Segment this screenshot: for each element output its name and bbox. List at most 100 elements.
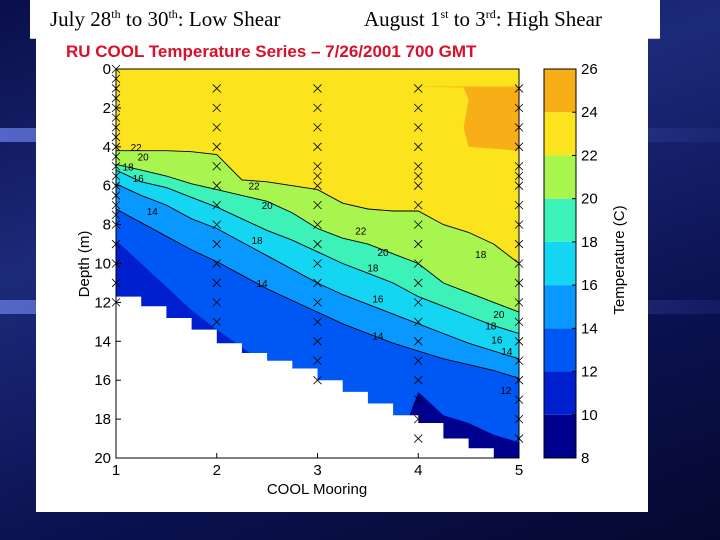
sample-point-marker [413,414,423,424]
contour-label: 18 [123,162,135,173]
y-tick-label: 2 [103,100,111,117]
contour-label: 22 [355,226,367,237]
colorbar-tick-label: 24 [581,104,598,121]
sample-point-marker [413,103,423,113]
sample-point-marker [313,317,322,327]
contour-label: 22 [131,143,143,154]
sample-point-marker [413,356,423,366]
colorbar-label: Temperature (C) [611,205,628,314]
colorbar-tick-label: 10 [581,407,598,424]
colorbar-tick-label: 20 [581,191,598,208]
temperature-band-24-26 [357,86,519,151]
sample-point-marker [413,278,423,288]
contour-label: 14 [257,279,269,290]
y-tick-label: 10 [94,256,111,273]
sample-point-marker [212,161,222,171]
contour-label: 14 [501,347,513,358]
sample-point-marker [313,200,322,210]
sample-point-marker [413,171,423,181]
sample-point-marker [313,220,322,229]
colorbar-tick-label: 16 [581,277,598,294]
sea-floor-mask [116,296,519,458]
colorbar-segment [544,371,576,415]
colorbar-tick-label: 8 [581,450,589,467]
x-tick-label: 1 [112,462,120,479]
sample-point-marker [413,239,423,249]
chart-title: RU COOL Temperature Series – 7/26/2001 7… [66,42,477,61]
sample-point-marker [212,84,222,93]
contour-label: 16 [133,174,145,185]
colorbar-segment [544,198,576,242]
contour-label: 14 [147,207,159,218]
sample-point-marker [212,259,222,268]
sample-point-marker [413,181,423,190]
sample-point-marker [413,259,423,268]
sample-point-marker [413,200,423,210]
x-tick-label: 3 [313,462,321,479]
contour-label: 16 [491,335,503,346]
contour-label: 22 [248,182,260,193]
sample-point-marker [413,375,423,385]
contour-label: 18 [251,236,263,247]
contour-line-20 [115,163,520,313]
sample-point-marker [212,278,222,288]
sample-point-marker [212,142,222,152]
sample-point-marker [313,337,322,346]
temperature-chart: RU COOL Temperature Series – 7/26/2001 7… [66,42,628,498]
sample-point-marker [212,103,222,113]
colorbar-tick-label: 12 [581,364,598,381]
right-header-text: August 1st to 3rd: High Shear [364,7,602,31]
contour-label: 18 [475,250,487,261]
sample-point-marker [313,103,322,113]
sample-point-marker [413,84,423,93]
x-tick-label: 5 [515,462,523,479]
y-tick-label: 8 [103,217,111,234]
y-tick-label: 16 [94,372,111,389]
contour-label: 20 [138,153,150,164]
contour-label: 20 [493,310,505,321]
sample-point-marker [313,239,322,249]
y-tick-label: 20 [94,450,111,467]
sample-point-marker [313,278,322,288]
slide-header: July 28th to 30th: Low Shear August 1st … [30,0,660,39]
contour-label: 12 [500,386,512,397]
contour-label: 18 [367,263,379,274]
sample-point-marker [212,220,222,229]
colorbar-segment [544,155,576,199]
colorbar-segment [544,241,576,286]
sample-point-marker [413,123,423,132]
colorbar-segment [544,69,576,113]
sample-point-marker [313,123,322,132]
y-tick-label: 12 [94,294,111,311]
sample-point-marker [313,171,322,181]
contour-line-18 [115,169,520,334]
y-tick-label: 14 [94,333,111,350]
sample-point-marker [313,84,322,93]
sample-point-marker [313,181,322,190]
colorbar-tick-label: 22 [581,147,598,164]
left-header-text: July 28th to 30th: Low Shear [50,7,281,31]
colorbar-tick-label: 14 [581,320,598,337]
contour-line-14 [115,208,520,379]
contour-label: 14 [372,331,384,342]
colorbar-segment [544,414,576,458]
sample-point-marker [212,181,222,190]
y-tick-label: 4 [103,139,111,156]
colorbar-segment [544,285,576,329]
colorbar-tick-label: 18 [581,234,598,251]
sample-point-marker [413,337,423,346]
sample-point-marker [212,123,222,132]
colorbar-frame [543,68,577,459]
sample-point-marker [413,298,423,307]
y-tick-label: 18 [94,411,111,428]
contour-label: 18 [485,322,497,333]
figure-panel: RU COOL Temperature Series – 7/26/2001 7… [36,38,648,512]
sample-point-marker [212,239,222,249]
sample-point-marker [413,220,423,229]
sample-point-marker [212,317,222,327]
sample-point-marker [313,161,322,171]
x-axis-label: COOL Mooring [267,481,367,498]
sample-point-marker [313,298,322,307]
sample-point-marker [313,142,322,152]
contour-label: 20 [377,248,389,259]
